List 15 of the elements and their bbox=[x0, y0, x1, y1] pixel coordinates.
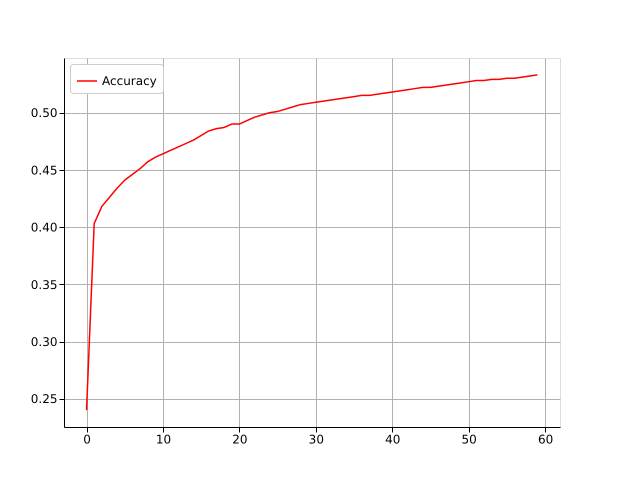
y-tick-label: 0.25 bbox=[30, 392, 58, 406]
x-tick-label: 50 bbox=[462, 432, 477, 446]
legend-label: Accuracy bbox=[102, 74, 157, 88]
y-tick-label: 0.35 bbox=[30, 278, 58, 292]
y-tick-label: 0.30 bbox=[30, 335, 58, 350]
y-tick-label: 0.50 bbox=[30, 106, 58, 120]
x-tick-label: 60 bbox=[538, 432, 554, 446]
y-tick-label: 0.45 bbox=[30, 163, 58, 178]
y-tick-label: 0.40 bbox=[30, 220, 58, 235]
x-tick-label: 30 bbox=[308, 432, 324, 446]
x-tick-label: 10 bbox=[156, 432, 172, 446]
x-tick-label: 20 bbox=[232, 432, 248, 446]
x-tick-label: 40 bbox=[385, 432, 400, 446]
line-series bbox=[86, 74, 538, 411]
x-tick-label: 0 bbox=[83, 432, 91, 446]
